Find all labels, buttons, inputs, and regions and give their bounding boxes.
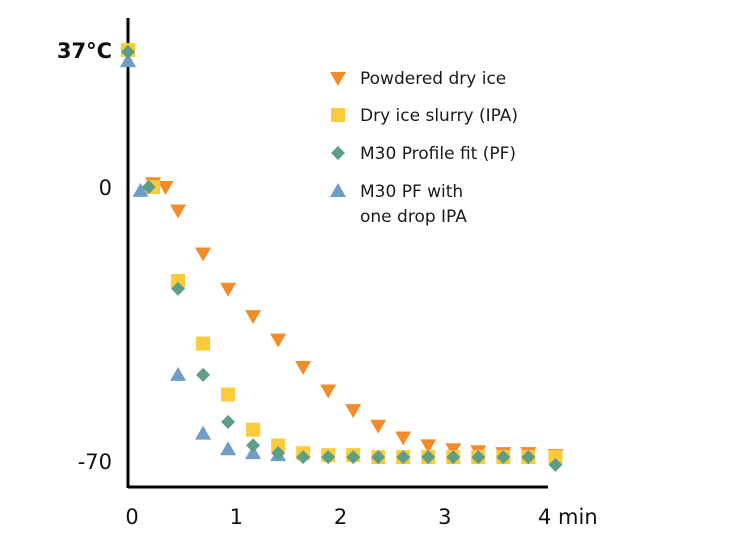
data-point xyxy=(246,422,261,437)
data-point xyxy=(271,446,286,461)
legend-label: Powdered dry ice xyxy=(360,69,506,89)
data-point xyxy=(120,53,136,68)
data-point xyxy=(421,450,436,465)
data-point xyxy=(221,387,236,402)
legend-marker xyxy=(331,108,345,122)
data-point xyxy=(521,450,536,465)
data-point xyxy=(471,450,486,465)
data-point xyxy=(121,44,135,59)
data-point xyxy=(396,450,411,465)
data-point xyxy=(296,450,311,465)
legend: Powdered dry ice Dry ice slurry (IPA) M30 … xyxy=(330,69,518,227)
data-point xyxy=(321,450,336,465)
x-tick-label: 2 xyxy=(334,505,347,529)
data-point xyxy=(370,419,387,434)
data-series xyxy=(120,43,564,472)
data-point xyxy=(196,336,211,351)
data-point xyxy=(220,282,237,297)
data-point xyxy=(171,281,186,296)
data-point xyxy=(170,366,187,381)
y-tick-label: -70 xyxy=(78,450,112,474)
legend-label: M30 Profile fit (PF) xyxy=(360,144,516,164)
data-point xyxy=(548,450,563,465)
data-point xyxy=(132,182,149,197)
data-point xyxy=(195,247,212,262)
data-point xyxy=(221,414,236,429)
y-tick-label: 37°C xyxy=(57,39,112,63)
data-point xyxy=(420,439,437,454)
legend-marker xyxy=(331,146,345,160)
legend-marker xyxy=(330,183,346,197)
x-tick-label: 0 xyxy=(125,505,138,529)
data-point xyxy=(295,361,312,376)
data-point xyxy=(320,384,337,399)
data-point xyxy=(245,310,262,325)
data-point xyxy=(220,441,237,456)
x-tick-label: 1 xyxy=(230,505,243,529)
data-point xyxy=(270,333,287,348)
data-point xyxy=(371,450,386,465)
x-tick-labels: 0 1 2 3 4 min xyxy=(125,505,597,529)
data-point xyxy=(195,425,212,440)
legend-marker xyxy=(330,72,346,86)
data-point xyxy=(141,180,156,194)
data-point xyxy=(246,438,261,453)
data-point xyxy=(395,431,412,446)
data-point xyxy=(196,367,211,382)
data-point xyxy=(170,204,187,219)
data-point xyxy=(548,457,563,472)
data-point xyxy=(157,181,174,195)
y-tick-labels: 37°C 0 -70 xyxy=(57,39,112,474)
series-0 xyxy=(120,47,564,464)
data-point xyxy=(496,450,511,465)
legend-label: M30 PF with one drop IPA xyxy=(360,182,467,227)
x-tick-label: 3 xyxy=(438,505,451,529)
data-point xyxy=(346,450,361,465)
data-point xyxy=(345,404,362,419)
x-tick-label: 4 min xyxy=(538,505,598,529)
y-tick-label: 0 xyxy=(99,176,112,200)
data-point xyxy=(271,438,286,453)
data-point xyxy=(171,273,186,288)
series-2 xyxy=(121,44,563,472)
legend-label: Dry ice slurry (IPA) xyxy=(360,106,518,126)
data-point xyxy=(446,450,461,465)
